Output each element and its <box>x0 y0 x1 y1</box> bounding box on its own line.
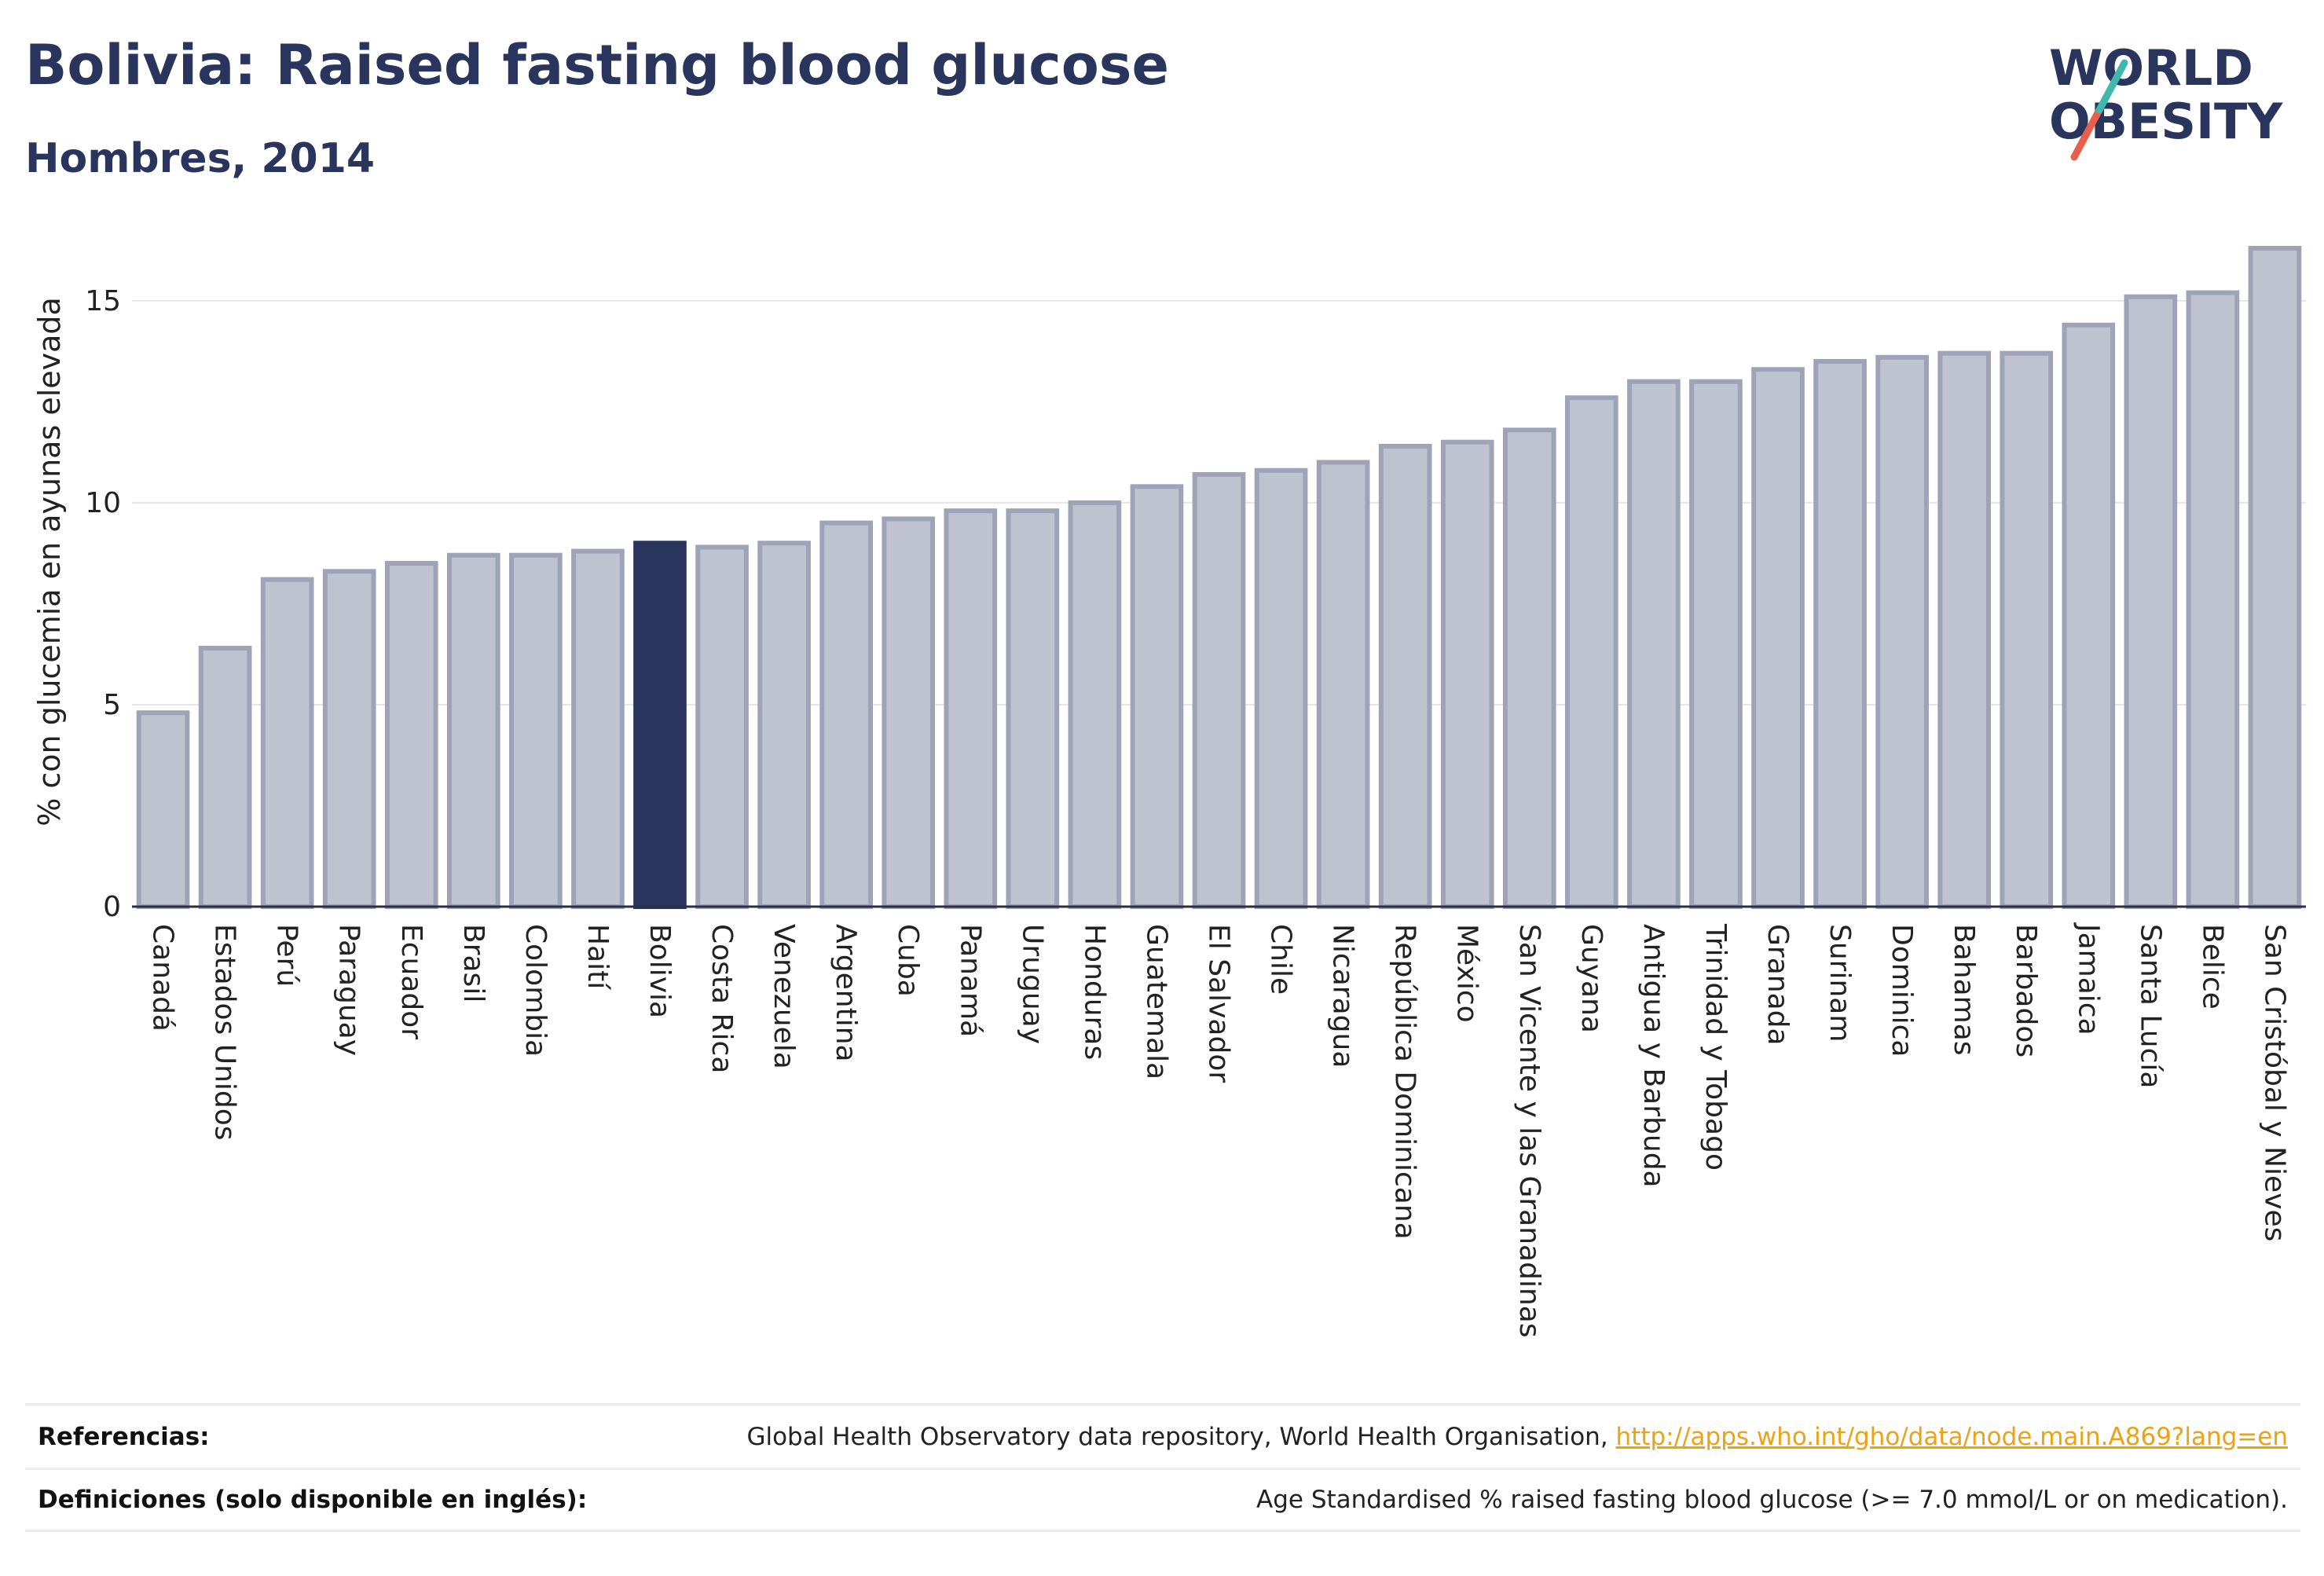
category-label: Guyana <box>1575 924 1607 1033</box>
category-label: Honduras <box>1078 924 1110 1060</box>
references-text: Global Health Observatory data repositor… <box>746 1422 1608 1451</box>
category-label: Surinam <box>1824 924 1856 1042</box>
bar[interactable] <box>446 552 500 909</box>
category-label: Brasil <box>457 924 489 1002</box>
category-label: Antigua y Barbuda <box>1637 924 1670 1188</box>
bar[interactable] <box>2124 294 2178 909</box>
bar[interactable] <box>1068 500 1122 909</box>
category-label: México <box>1451 924 1483 1023</box>
bar[interactable] <box>1627 379 1681 909</box>
logo-line-2: OBESITY <box>2049 93 2283 150</box>
bar[interactable] <box>1502 427 1556 909</box>
category-label: República Dominicana <box>1389 924 1421 1240</box>
world-obesity-logo: WORLD OBESITY <box>2049 39 2283 161</box>
category-label: Granada <box>1761 924 1794 1046</box>
category-label: Venezuela <box>768 924 800 1069</box>
definitions-text: Age Standardised % raised fasting blood … <box>1256 1486 2288 1514</box>
category-label: Barbados <box>2010 924 2042 1057</box>
category-label: San Vicente y las Granadinas <box>1513 924 1545 1338</box>
category-label: Canadá <box>147 924 179 1032</box>
category-label: Guatemala <box>1140 924 1172 1079</box>
category-label: Belice <box>2196 924 2228 1010</box>
definitions-label: Definiciones (solo disponible en inglés)… <box>38 1486 588 1514</box>
chart-subtitle: Hombres, 2014 <box>25 135 376 182</box>
bar[interactable] <box>1813 358 1867 909</box>
bar[interactable] <box>136 710 190 909</box>
bar[interactable] <box>571 548 625 909</box>
references-link[interactable]: http://apps.who.int/gho/data/node.main.A… <box>1615 1422 2288 1451</box>
bar[interactable] <box>2186 290 2240 910</box>
category-label: Estados Unidos <box>209 924 241 1141</box>
bar[interactable] <box>198 645 252 909</box>
y-tick-label: 0 <box>103 891 121 923</box>
category-label: Bolivia <box>643 924 676 1018</box>
y-tick-label: 5 <box>103 689 121 721</box>
category-label: Ecuador <box>395 924 427 1039</box>
bar[interactable] <box>633 541 687 909</box>
bar[interactable] <box>1006 508 1060 909</box>
category-label: Colombia <box>519 924 552 1057</box>
y-tick-label: 15 <box>85 285 121 317</box>
bar[interactable] <box>2062 322 2116 909</box>
category-label: Panamá <box>954 924 986 1037</box>
logo-slash-teal <box>2095 59 2128 114</box>
category-label: Haití <box>581 924 614 990</box>
category-label: Paraguay <box>333 924 365 1056</box>
y-axis-title: % con glucemia en ayunas elevada <box>32 297 67 826</box>
bar[interactable] <box>1689 379 1743 909</box>
bar[interactable] <box>1565 395 1618 909</box>
y-tick-labels: 0 5 10 15 <box>85 285 121 923</box>
chart-title: Bolivia: Raised fasting blood glucose <box>25 33 1169 97</box>
bar[interactable] <box>1130 484 1184 909</box>
category-label: Dominica <box>1886 924 1918 1057</box>
bar[interactable] <box>1192 471 1246 909</box>
category-label: Nicaragua <box>1327 924 1359 1068</box>
bar[interactable] <box>757 541 811 909</box>
category-label: Cuba <box>892 924 924 997</box>
definitions-row: Definiciones (solo disponible en inglés)… <box>25 1468 2300 1532</box>
bar[interactable] <box>322 569 376 909</box>
category-labels: Canadá Estados Unidos Perú Paraguay Ecuador B… <box>147 922 2291 1338</box>
bar[interactable] <box>882 516 936 909</box>
category-label: Trinidad y Tobago <box>1699 923 1732 1171</box>
category-label: El Salvador <box>1203 924 1235 1083</box>
bar[interactable] <box>384 561 438 910</box>
footer-table: Referencias: Global Health Observatory d… <box>25 1403 2300 1532</box>
bar-chart: 0 5 10 15 Canadá Estados Unidos Perú Paraguay E… <box>32 246 2306 1338</box>
category-label: Bahamas <box>1948 924 1980 1056</box>
bar[interactable] <box>2248 246 2302 909</box>
references-row: Referencias: Global Health Observatory d… <box>25 1403 2300 1468</box>
bar[interactable] <box>260 577 314 909</box>
category-label: Uruguay <box>1016 924 1048 1044</box>
bar[interactable] <box>1254 467 1308 909</box>
y-tick-label: 10 <box>85 487 121 519</box>
bar[interactable] <box>1875 354 1929 909</box>
category-label: Chile <box>1265 924 1297 995</box>
references-value: Global Health Observatory data repositor… <box>746 1423 2288 1451</box>
bar[interactable] <box>1440 439 1494 909</box>
bar[interactable] <box>819 520 873 909</box>
bar[interactable] <box>944 508 998 909</box>
bar[interactable] <box>509 552 563 909</box>
bar[interactable] <box>1751 367 1805 909</box>
category-label: San Cristóbal y Nieves <box>2258 924 2290 1241</box>
bar[interactable] <box>695 544 749 909</box>
logo-slash-red <box>2070 106 2103 161</box>
bar[interactable] <box>1378 443 1432 909</box>
references-label: Referencias: <box>38 1422 210 1451</box>
category-label: Argentina <box>830 924 862 1062</box>
bar[interactable] <box>1316 460 1370 909</box>
category-label: Perú <box>271 924 303 987</box>
bar[interactable] <box>2000 350 2054 909</box>
category-label: Jamaica <box>2072 922 2104 1035</box>
category-label: Costa Rica <box>706 924 738 1073</box>
logo-line-1: WORLD <box>2049 39 2253 97</box>
bar[interactable] <box>1937 350 1992 909</box>
category-label: Santa Lucía <box>2134 924 2166 1088</box>
bars <box>136 246 2302 910</box>
